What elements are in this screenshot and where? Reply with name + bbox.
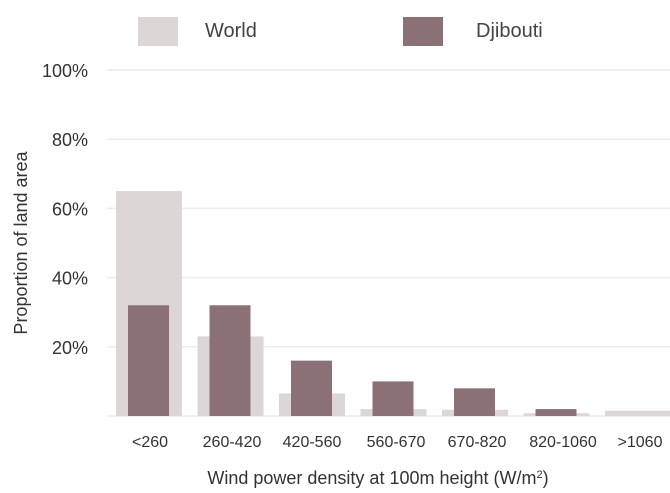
x-axis-label: Wind power density at 100m height (W/m2) [207,468,548,488]
bar-djibouti [535,409,577,416]
legend-swatch [138,17,178,46]
x-axis-label-suffix: ) [543,468,549,488]
y-axis-ticks: 20% 40% 60% 80% 100% [42,61,88,358]
bar-world [605,410,670,416]
bar-djibouti [209,305,251,416]
legend-swatch [403,17,443,46]
x-tick-label: 560-670 [367,434,426,451]
bar-djibouti [454,388,495,416]
y-tick-label: 40% [52,269,88,289]
legend-label: World [205,20,257,42]
gridlines [107,69,670,417]
x-tick-label: 670-820 [448,434,507,451]
legend: World Djibouti [138,17,543,46]
y-tick-label: 20% [52,338,88,358]
bar-djibouti [128,305,169,416]
bars [116,191,670,416]
x-tick-label: <260 [132,434,168,451]
y-axis-label: Proportion of land area [11,150,31,334]
y-tick-label: 80% [52,130,88,150]
bar-djibouti [372,381,414,416]
legend-label: Djibouti [476,20,543,42]
x-tick-label: 820-1060 [529,434,597,451]
x-tick-label: 420-560 [283,434,342,451]
x-axis-label-main: Wind power density at 100m height (W/m [207,468,536,488]
bar-djibouti [291,360,332,416]
y-tick-label: 60% [52,199,88,219]
x-tick-label: >1060 [618,434,663,451]
x-axis-ticks: <260 260-420 420-560 560-670 670-820 820-1060… [132,434,663,451]
x-axis-label-superscript: 2 [537,469,543,481]
y-tick-label: 100% [42,61,88,81]
x-tick-label: 260-420 [203,434,262,451]
